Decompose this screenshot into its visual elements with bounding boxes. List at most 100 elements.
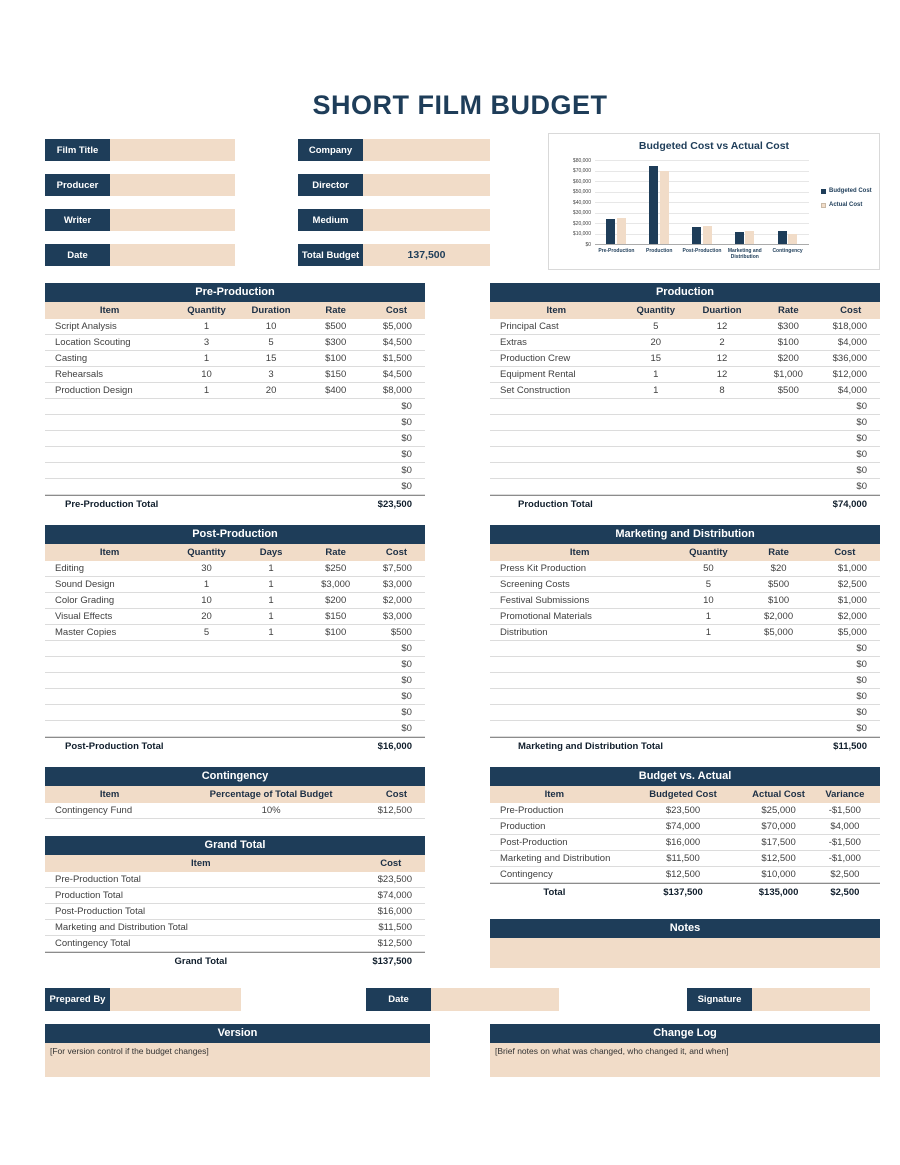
medium-input[interactable] — [363, 209, 490, 231]
column-header-budgeted-cost: Budgeted Cost — [649, 789, 717, 800]
date-input[interactable] — [110, 244, 235, 266]
cell — [45, 641, 174, 656]
cell: 1 — [653, 385, 659, 396]
cell: $4,500 — [382, 369, 412, 380]
table-row: Master Copies 5 1 $100 $500 — [45, 625, 425, 641]
table-row: $0 — [45, 673, 425, 689]
cell: 12 — [716, 321, 728, 332]
date-input[interactable] — [431, 988, 559, 1011]
change-log-body[interactable]: [Brief notes on what was changed, who ch… — [490, 1043, 880, 1077]
table-row: Color Grading 10 1 $200 $2,000 — [45, 593, 425, 609]
field-row-signature: Signature — [687, 988, 870, 1011]
cell — [174, 463, 239, 478]
director-input[interactable] — [363, 174, 490, 196]
cell — [239, 641, 304, 656]
table-row: $0 — [490, 431, 880, 447]
cell: $0 — [401, 417, 412, 428]
cell: $70,000 — [761, 821, 796, 832]
bar-actual-cost-contingency — [788, 233, 798, 244]
notes-body[interactable] — [490, 938, 880, 968]
chart-gridline — [595, 181, 809, 182]
cell: $12,500 — [377, 938, 412, 949]
cell — [669, 721, 747, 736]
cell — [623, 463, 689, 478]
cell — [755, 431, 821, 446]
producer-input[interactable] — [110, 174, 235, 196]
cell: $4,000 — [837, 337, 867, 348]
cell: 1 — [203, 385, 210, 396]
cell: $0 — [401, 433, 412, 444]
cell: 1 — [705, 627, 712, 638]
column-header-row: Item Quantity Duration Rate Cost — [45, 302, 425, 319]
signature-field: Signature — [687, 988, 870, 1011]
cell — [490, 479, 623, 494]
cell: Editing — [55, 563, 85, 574]
column-header-row: Item Quantity Duartion Rate Cost — [490, 302, 880, 319]
total-budget-input[interactable]: 137,500 — [363, 244, 490, 266]
cell: Equipment Rental — [500, 369, 576, 380]
date-field: Date — [366, 988, 559, 1011]
cell: Script Analysis — [55, 321, 117, 332]
field-row-film-title: Film Title — [45, 139, 235, 161]
cell: $2,500 — [830, 869, 860, 880]
column-header-item: Item — [99, 789, 120, 800]
cell — [45, 399, 174, 414]
cell: $25,000 — [761, 805, 796, 816]
cell: $0 — [401, 449, 412, 460]
cell — [623, 415, 689, 430]
column-header-quantity: Quantity — [636, 305, 675, 316]
cell — [303, 721, 368, 736]
y-axis-label: $30,000 — [572, 210, 591, 216]
total-row: Production Total $74,000 — [490, 495, 880, 513]
cell: 50 — [703, 563, 714, 574]
cell: $5,000 — [837, 627, 867, 638]
cell: Rehearsals — [55, 369, 104, 380]
total-label: Marketing and Distribution Total — [518, 741, 663, 752]
cell: $12,500 — [665, 869, 701, 880]
notes-section: Notes — [490, 919, 880, 968]
cell: 10 — [265, 321, 277, 332]
legend-swatch-budgeted-cost — [821, 188, 826, 194]
company-input[interactable] — [363, 139, 490, 161]
section-header-marketing-and-distribution: Marketing and Distribution — [490, 525, 880, 544]
cell — [174, 415, 239, 430]
writer-input[interactable] — [110, 209, 235, 231]
table-row: $0 — [45, 689, 425, 705]
cell — [303, 399, 368, 414]
cell — [239, 431, 304, 446]
version-body[interactable]: [For version control if the budget chang… — [45, 1043, 430, 1077]
cell: $8,000 — [382, 385, 412, 396]
cell: Production Design — [55, 385, 133, 396]
cell: $0 — [856, 433, 867, 444]
signature-input[interactable] — [752, 988, 870, 1011]
cell: $23,500 — [665, 805, 701, 816]
table-row: Production $74,000 $70,000 $4,000 — [490, 819, 880, 835]
cell — [239, 415, 304, 430]
cell — [490, 431, 623, 446]
cell: $0 — [856, 401, 867, 412]
table-row: Production Design 1 20 $400 $8,000 — [45, 383, 425, 399]
film-title-input[interactable] — [110, 139, 235, 161]
field-row-prepared-by: Prepared By — [45, 988, 241, 1011]
column-header-item: Item — [544, 789, 565, 800]
chart-gridline — [595, 223, 809, 224]
cell: 10 — [201, 369, 212, 380]
field-row-medium: Medium — [298, 209, 490, 231]
table-row: Distribution 1 $5,000 $5,000 — [490, 625, 880, 641]
legend-label: Actual Cost — [829, 202, 863, 208]
chart-gridline — [595, 160, 809, 161]
y-axis-label: $50,000 — [572, 189, 591, 195]
cell: $500 — [325, 321, 347, 332]
x-axis-label: Post-Production — [682, 248, 722, 254]
cell: Post-Production — [500, 837, 568, 848]
cell: $4,500 — [382, 337, 412, 348]
cell: 5 — [203, 627, 210, 638]
cell: $1,500 — [382, 353, 412, 364]
prepared-by-field: Prepared By — [45, 988, 241, 1011]
table-row: Pre-Production Total $23,500 — [45, 872, 425, 888]
prepared-by-input[interactable] — [110, 988, 241, 1011]
cell: $0 — [401, 643, 412, 654]
column-header-quantity: Quantity — [187, 305, 226, 316]
cell — [45, 657, 174, 672]
prepared-by-label: Prepared By — [45, 988, 110, 1011]
